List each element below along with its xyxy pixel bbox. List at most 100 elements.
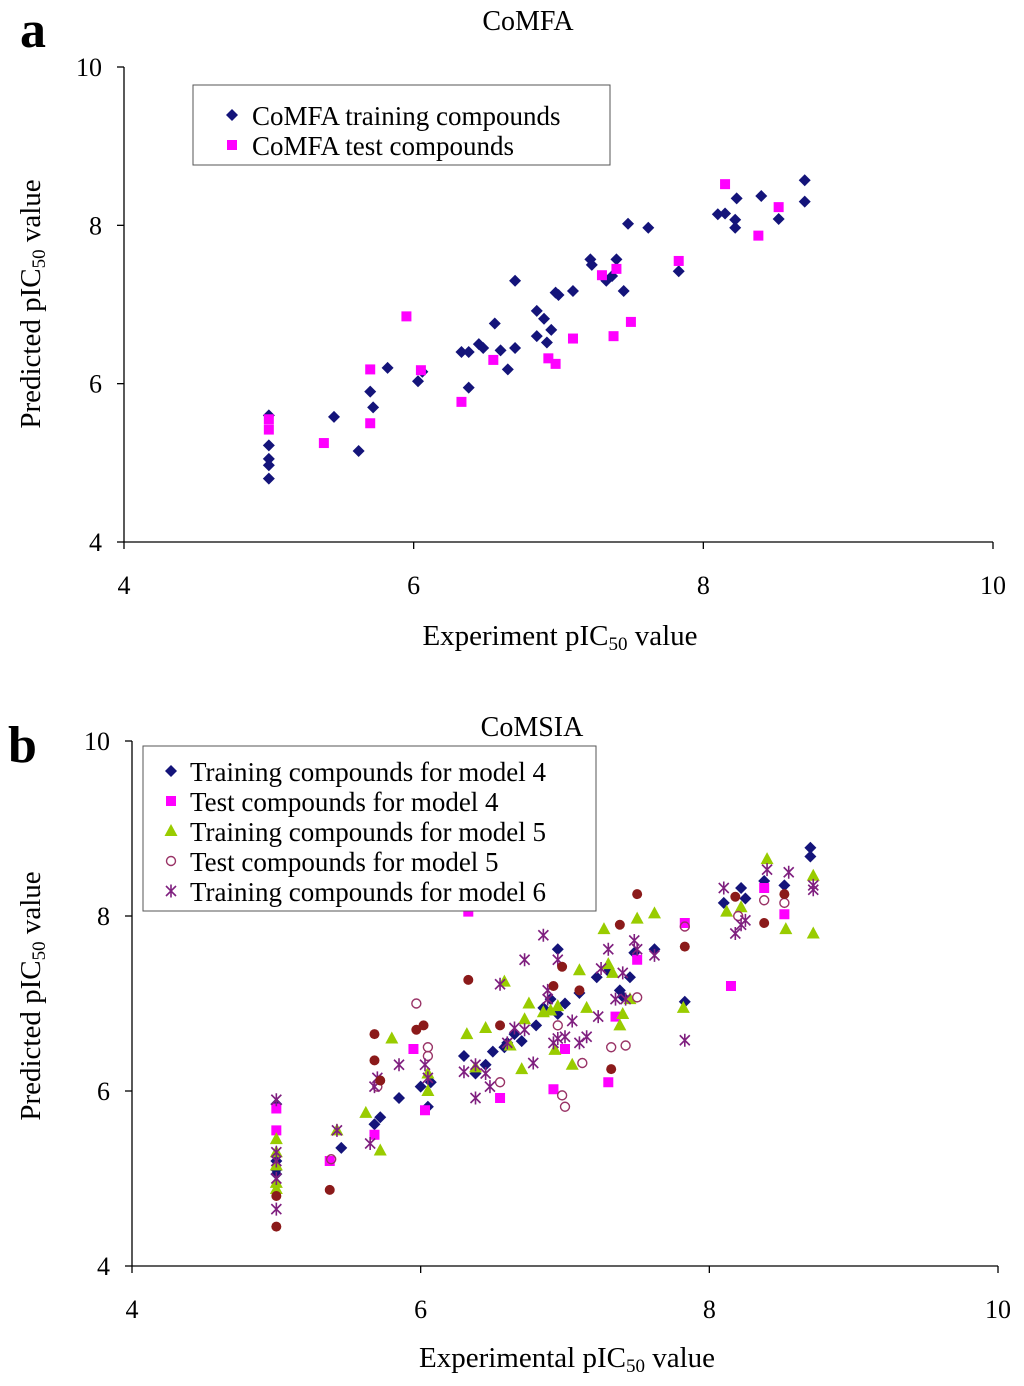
x-tick-label-a: 4	[118, 571, 131, 600]
data-point-b-s3	[631, 992, 643, 1003]
data-point-a-s0	[501, 363, 514, 376]
series-b-1	[271, 883, 790, 1166]
data-point-b-s0	[544, 993, 557, 1006]
data-point-b-s3	[556, 1090, 568, 1101]
data-point-b-s2	[580, 1000, 594, 1013]
data-point-b-s0	[515, 1035, 528, 1048]
chart-title-a: CoMFA	[482, 6, 574, 37]
data-point-a-s0	[729, 213, 742, 226]
data-point-b-s5	[574, 985, 585, 996]
data-point-b-s2	[385, 1031, 399, 1044]
data-point-a-s0	[642, 221, 655, 234]
data-point-b-s1	[779, 909, 790, 920]
data-point-b-s4	[807, 878, 819, 892]
y-tick-label-a: 10	[76, 53, 102, 82]
data-point-a-s0	[772, 213, 785, 225]
data-point-a-s0	[462, 381, 475, 394]
data-point-b-s3	[325, 1154, 337, 1165]
data-point-a-s1	[365, 418, 376, 429]
legend-label-b-0: Training compounds for model 4	[190, 757, 546, 787]
x-axis-title-a-sub: 50	[608, 634, 627, 655]
data-point-b-s2	[269, 1182, 283, 1194]
data-point-b-s4	[469, 1091, 482, 1105]
data-point-a-s0	[455, 346, 468, 358]
x-tick-label-b: 8	[703, 1295, 716, 1324]
data-point-a-s0	[509, 342, 522, 355]
data-point-a-s1	[263, 424, 274, 435]
y-axis-title-b: Predicted pIC50 value	[15, 871, 50, 1120]
data-point-b-s1	[408, 1044, 419, 1054]
data-point-b-s3	[779, 897, 790, 909]
data-point-a-s0	[729, 221, 742, 234]
legend-marker-b-3	[165, 855, 177, 867]
data-point-b-s4	[620, 992, 632, 1006]
data-point-a-s1	[625, 316, 636, 327]
data-point-b-s4	[761, 863, 773, 877]
data-point-a-s1	[673, 255, 684, 266]
legend-marker-b-0	[165, 765, 177, 777]
y-tick-label-b: 8	[97, 902, 110, 931]
x-axis-title-b-sub: 50	[626, 1356, 645, 1377]
data-point-b-s5	[324, 1184, 335, 1195]
data-point-b-s5	[418, 1020, 429, 1031]
data-point-b-s3	[577, 1057, 588, 1069]
data-point-b-s5	[495, 1020, 506, 1031]
data-point-b-s4	[739, 913, 751, 927]
data-point-b-s4	[519, 953, 531, 967]
data-point-b-s0	[623, 971, 636, 984]
data-point-b-s3	[605, 1042, 617, 1053]
data-point-b-s0	[414, 1080, 427, 1093]
data-point-b-s4	[559, 1030, 571, 1044]
data-point-a-s0	[538, 312, 551, 325]
y-tick-label-a: 4	[89, 528, 102, 557]
data-point-b-s4	[480, 1067, 492, 1080]
data-point-a-s0	[262, 439, 275, 452]
data-point-b-s5	[271, 1191, 282, 1201]
data-point-a-s0	[352, 444, 365, 457]
x-axis-title-b-main: Experimental pIC	[419, 1342, 626, 1374]
data-point-b-s1	[548, 1084, 559, 1095]
x-axis-title-a-main: Experiment pIC	[422, 620, 608, 652]
data-point-b-s3	[733, 910, 744, 922]
data-point-b-s4	[729, 927, 741, 940]
data-point-b-s2	[565, 1057, 579, 1070]
data-point-b-s4	[718, 881, 730, 895]
series-a-1	[263, 179, 784, 449]
data-point-b-s0	[804, 850, 817, 863]
data-point-b-s3	[422, 1042, 434, 1053]
data-point-b-s5	[548, 981, 559, 991]
data-point-a-s1	[773, 202, 784, 213]
data-point-b-s2	[544, 1003, 558, 1016]
x-axis-title-b-tail: value	[645, 1342, 715, 1374]
data-point-b-s2	[647, 906, 661, 919]
data-point-a-s1	[456, 396, 467, 407]
data-point-b-s5	[614, 919, 625, 930]
ticks-a: 4 6 8 10 4 6 8 10	[76, 53, 1006, 600]
data-point-b-s0	[590, 971, 603, 984]
data-point-a-s1	[365, 364, 376, 375]
data-point-a-s0	[798, 195, 811, 208]
data-point-a-s0	[585, 258, 598, 271]
data-point-b-s4	[484, 1080, 496, 1094]
data-point-a-s0	[364, 385, 377, 398]
data-point-b-s5	[779, 889, 790, 900]
data-point-b-s3	[679, 921, 690, 932]
data-point-a-s0	[672, 265, 685, 278]
points-b	[269, 841, 820, 1232]
data-point-a-s1	[401, 311, 412, 322]
chart-title-b: CoMSIA	[481, 712, 584, 743]
data-point-b-s1	[632, 954, 643, 965]
data-point-b-s4	[542, 992, 554, 1006]
data-point-b-s4	[783, 865, 795, 879]
data-point-a-s0	[262, 472, 275, 485]
y-tick-label-a: 6	[89, 370, 102, 399]
data-point-a-s0	[509, 274, 522, 287]
data-point-a-s0	[367, 401, 380, 414]
data-point-b-s4	[573, 1036, 585, 1050]
y-axis-title-a-sub: 50	[29, 249, 50, 268]
data-point-b-s4	[602, 942, 614, 956]
data-point-b-s2	[613, 1018, 627, 1031]
data-point-b-s0	[393, 1092, 406, 1104]
